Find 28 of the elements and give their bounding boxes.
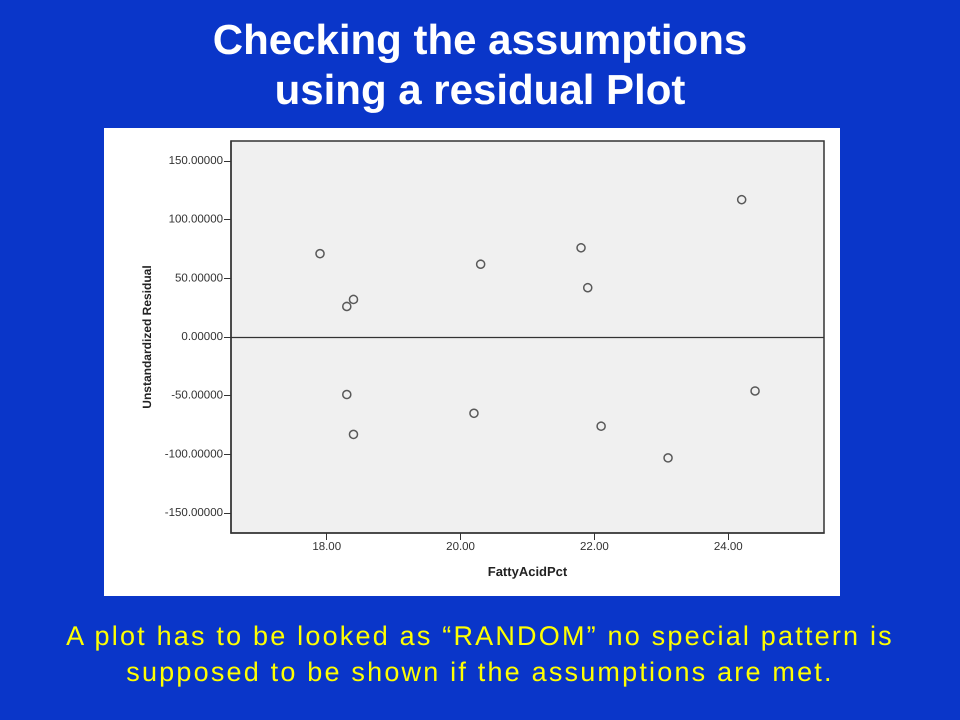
chart-title: Checking the assumptions using a residual Plot bbox=[212, 15, 748, 115]
y-tick-label: -150.00000 bbox=[164, 507, 223, 520]
y-axis-title: Unstandardized Residual bbox=[140, 265, 154, 409]
y-tick-label: -100.00000 bbox=[164, 448, 223, 460]
point bbox=[596, 421, 606, 431]
point bbox=[582, 282, 592, 292]
point bbox=[315, 248, 325, 258]
x-tick-label: 20.00 bbox=[446, 541, 475, 553]
x-tick-label: 24.00 bbox=[714, 541, 743, 553]
point bbox=[469, 408, 479, 418]
y-tick-label: 150.00000 bbox=[168, 154, 223, 167]
text: A plot has to be looked as “RANDOM” no special pattern is supposed to be shown if the assumptions are met. bbox=[65, 620, 895, 689]
y-tick-label: 50.00000 bbox=[175, 272, 223, 284]
point bbox=[750, 386, 760, 396]
point bbox=[736, 194, 746, 204]
x-tick-label: 22.00 bbox=[580, 541, 609, 553]
x-tick-label: 18.00 bbox=[312, 541, 342, 553]
point bbox=[576, 243, 586, 253]
point bbox=[342, 390, 352, 400]
x-axis-title: FattyAcidPct bbox=[488, 564, 568, 579]
point bbox=[348, 294, 358, 304]
y-tick-label: 100.00000 bbox=[168, 214, 223, 226]
point bbox=[476, 259, 486, 269]
point bbox=[342, 302, 352, 312]
point bbox=[663, 453, 673, 463]
y-tick-label: 0.00000 bbox=[181, 331, 223, 343]
point bbox=[348, 430, 358, 440]
y-tick-label: -50.00000 bbox=[171, 390, 223, 402]
